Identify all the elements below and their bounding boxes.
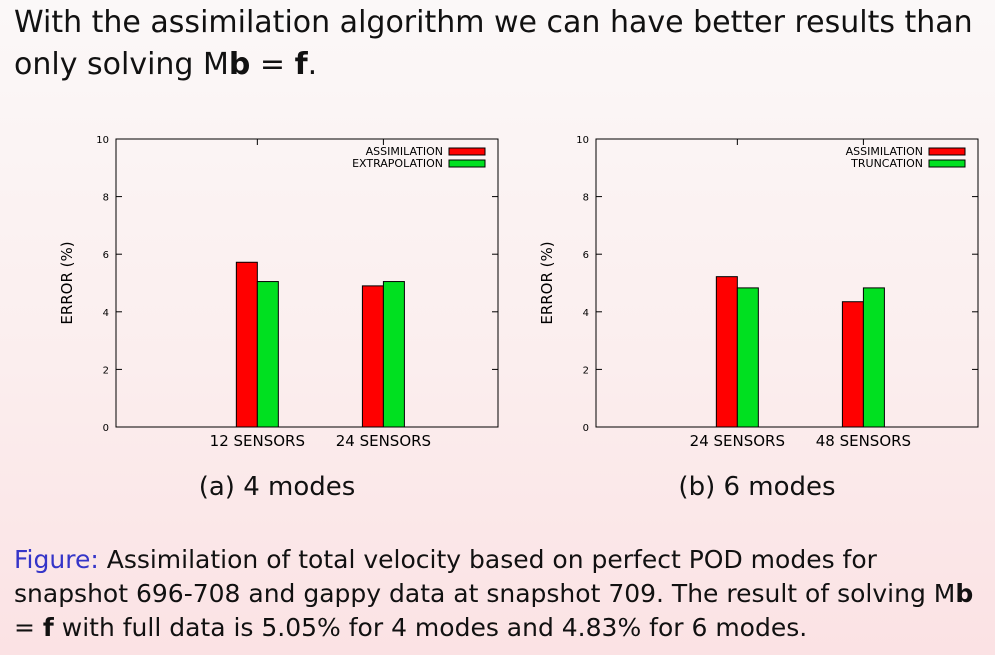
y-axis-label: ERROR (%)	[538, 241, 556, 324]
y-tick-label: 2	[103, 365, 109, 376]
legend-label: ASSIMILATION	[846, 145, 923, 158]
y-tick-label: 2	[583, 365, 589, 376]
x-category-label: 24 SENSORS	[336, 432, 431, 450]
heading-bold-b: b	[228, 47, 251, 82]
figure-caption: Figure: Assimilation of total velocity b…	[14, 543, 989, 645]
bar-truncation	[862, 287, 885, 428]
legend-swatch	[448, 147, 486, 156]
slide-heading: With the assimilation algorithm we can h…	[14, 2, 989, 86]
figure-bold-f: f	[42, 613, 54, 642]
y-tick-label: 6	[103, 250, 109, 261]
bar-assimilation	[841, 301, 864, 428]
bar-assimilation	[715, 276, 738, 428]
legend-label: EXTRAPOLATION	[352, 157, 443, 170]
y-tick-label: 0	[103, 423, 109, 434]
legend-swatch	[928, 159, 966, 168]
chart-6-modes: 0 2 4 6 8 10 ERROR (%) 24 SENSORS 48 SENSORS ASSI…	[538, 135, 979, 450]
plot-frame	[115, 138, 499, 428]
bar-truncation	[736, 287, 759, 428]
plot-frame	[595, 138, 979, 428]
figure-equals: =	[14, 613, 43, 642]
figure-text-1: Assimilation of total velocity based on …	[14, 545, 956, 608]
y-tick-label: 10	[96, 135, 109, 146]
bar-assimilation	[235, 261, 258, 428]
y-tick-label: 8	[583, 193, 589, 204]
x-category-label: 12 SENSORS	[210, 432, 305, 450]
legend-label: ASSIMILATION	[366, 145, 443, 158]
legend-swatch	[928, 147, 966, 156]
heading-bold-f: f	[294, 47, 308, 82]
figure-bold-b: b	[955, 579, 974, 608]
bar-assimilation	[361, 285, 384, 428]
chart-4-modes: 0 2 4 6 8 10 ERROR (%) 12 SENSORS 24 SENSORS ASSI…	[58, 135, 499, 450]
heading-equals: =	[250, 47, 295, 82]
y-tick-label: 6	[583, 250, 589, 261]
y-tick-label: 0	[583, 423, 589, 434]
bar-extrapolation	[382, 281, 405, 428]
y-tick-label: 4	[103, 308, 109, 319]
heading-period: .	[307, 47, 318, 82]
subcaption-b: (b) 6 modes	[678, 472, 836, 502]
figure-label: Figure:	[14, 545, 99, 574]
y-axis-label: ERROR (%)	[58, 241, 76, 324]
heading-text: With the assimilation algorithm we can h…	[14, 5, 973, 82]
bar-extrapolation	[256, 281, 279, 428]
x-category-label: 24 SENSORS	[690, 432, 785, 450]
subcaption-a: (a) 4 modes	[198, 472, 356, 502]
x-category-label: 48 SENSORS	[816, 432, 911, 450]
legend-swatch	[448, 159, 486, 168]
figure-text-2: with full data is 5.05% for 4 modes and …	[53, 613, 808, 642]
y-tick-label: 10	[576, 135, 589, 146]
y-tick-label: 8	[103, 193, 109, 204]
legend-label: TRUNCATION	[850, 157, 923, 170]
y-tick-label: 4	[583, 308, 589, 319]
